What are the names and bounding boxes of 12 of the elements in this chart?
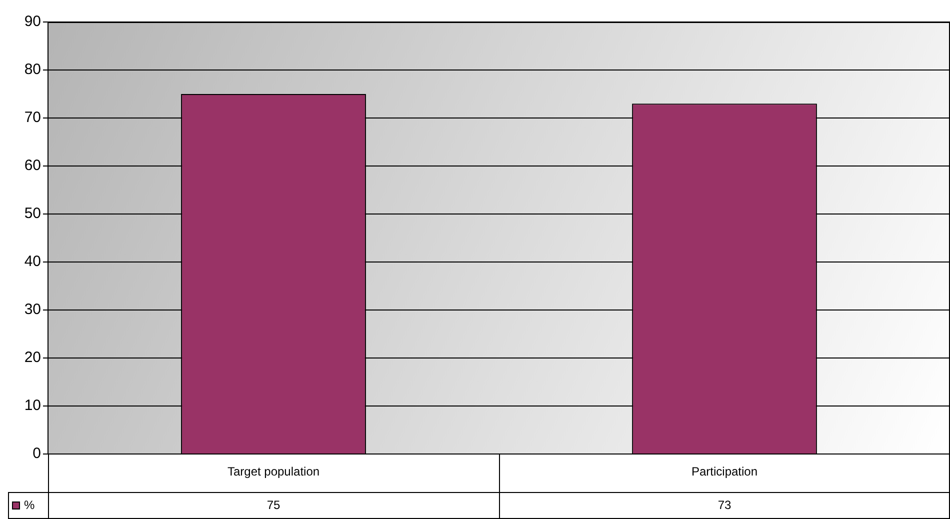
y-tick-label: 90 xyxy=(24,13,41,30)
x-tick-label: Participation xyxy=(691,464,758,479)
x-tick-label: Target population xyxy=(227,464,320,479)
y-tick-label: 70 xyxy=(24,109,41,126)
y-tick-label: 50 xyxy=(24,205,41,222)
y-tick-label: 0 xyxy=(32,445,41,462)
y-tick-label: 30 xyxy=(24,301,41,318)
y-tick-label: 10 xyxy=(24,397,41,414)
y-tick-label: 20 xyxy=(24,349,41,366)
y-tick-label: 40 xyxy=(24,253,41,270)
y-tick-label: 80 xyxy=(24,61,41,78)
y-tick-label: 60 xyxy=(24,157,41,174)
